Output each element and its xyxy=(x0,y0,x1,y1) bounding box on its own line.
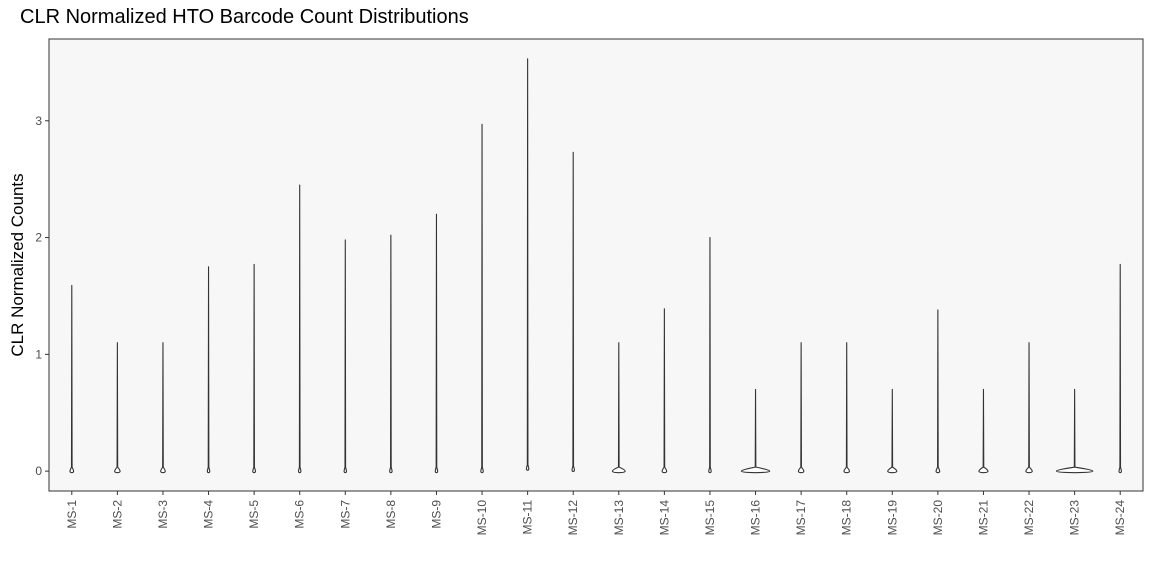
violin-ms-17 xyxy=(797,342,805,474)
x-tick-label: MS-22 xyxy=(1022,500,1036,536)
x-tick-label: MS-18 xyxy=(840,500,854,536)
violin-ms-4 xyxy=(206,266,211,474)
violin-ms-24 xyxy=(1118,263,1122,474)
x-tick-label: MS-15 xyxy=(703,500,717,536)
y-tick-label: 1 xyxy=(35,347,42,361)
x-axis: MS-1 MS-2 MS-3 MS-4 MS-5 MS-6 MS-7 MS-8 MS-9 MS-1… xyxy=(65,491,1127,535)
y-tick-label: 0 xyxy=(35,464,42,478)
x-tick-label: MS-12 xyxy=(566,500,580,536)
x-tick-label: MS-2 xyxy=(110,500,124,529)
chart-title: CLR Normalized HTO Barcode Count Distrib… xyxy=(20,6,469,28)
x-tick-label: MS-23 xyxy=(1068,500,1082,536)
violin-ms-15 xyxy=(708,237,712,474)
x-tick-label: MS-21 xyxy=(976,500,990,536)
x-tick-label: MS-11 xyxy=(521,500,535,535)
violin-ms-18 xyxy=(843,342,850,474)
x-tick-label: MS-3 xyxy=(156,500,170,529)
y-tick-label: 2 xyxy=(35,231,42,245)
violin-ms-21 xyxy=(978,388,989,474)
violin-ms-9 xyxy=(434,213,439,474)
violin-ms-3 xyxy=(160,342,166,474)
x-tick-label: MS-9 xyxy=(429,500,443,529)
violin-ms-22 xyxy=(1025,342,1033,474)
x-tick-label: MS-10 xyxy=(475,500,489,536)
violin-ms-10 xyxy=(480,123,484,474)
violin-ms-2 xyxy=(114,342,121,474)
x-tick-label: MS-17 xyxy=(794,500,808,536)
violins xyxy=(69,58,1122,474)
violin-ms-1 xyxy=(69,284,75,474)
violin-ms-14 xyxy=(661,308,668,474)
x-tick-label: MS-14 xyxy=(657,500,671,536)
x-tick-label: MS-19 xyxy=(885,500,899,536)
x-tick-label: MS-7 xyxy=(338,500,352,529)
x-tick-label: MS-16 xyxy=(749,500,763,536)
x-tick-label: MS-6 xyxy=(293,500,307,529)
violin-ms-19 xyxy=(887,388,898,474)
violin-ms-11 xyxy=(525,58,530,471)
x-tick-label: MS-4 xyxy=(202,500,216,529)
y-axis-title: CLR Normalized Counts xyxy=(8,173,27,356)
y-tick-label: 3 xyxy=(35,114,42,128)
y-axis: 0 1 2 3 xyxy=(35,114,49,478)
violin-ms-13 xyxy=(611,342,626,474)
violin-ms-23 xyxy=(1055,388,1094,474)
violin-ms-5 xyxy=(252,263,257,474)
x-tick-label: MS-24 xyxy=(1113,500,1127,536)
violin-ms-16 xyxy=(740,388,771,474)
violin-ms-20 xyxy=(935,309,941,474)
violin-ms-7 xyxy=(343,239,348,474)
x-tick-label: MS-5 xyxy=(247,500,261,529)
plot-background xyxy=(48,38,1144,492)
x-tick-label: MS-8 xyxy=(384,500,398,529)
x-tick-label: MS-13 xyxy=(612,500,626,536)
violin-ms-12 xyxy=(571,151,575,473)
x-tick-label: MS-1 xyxy=(65,500,79,529)
x-tick-label: MS-20 xyxy=(931,500,945,536)
violin-ms-6 xyxy=(297,184,302,474)
violin-ms-8 xyxy=(389,234,393,474)
